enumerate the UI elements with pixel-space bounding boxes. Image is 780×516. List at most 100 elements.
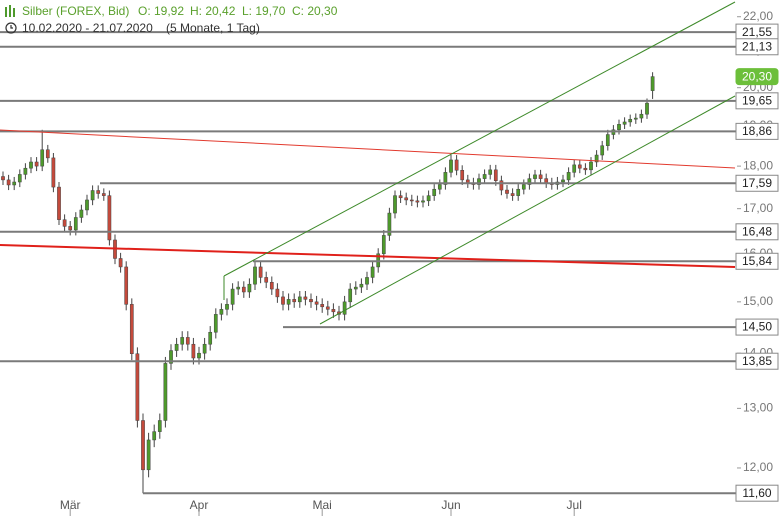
candle-body: [219, 309, 224, 315]
candle-body: [415, 200, 420, 203]
icon: [5, 7, 7, 17]
candle-body: [236, 286, 241, 290]
candle-body: [1, 176, 5, 181]
candle-body: [639, 113, 644, 119]
candle-body: [521, 184, 526, 190]
candle-body: [589, 161, 593, 171]
candle-body: [561, 179, 565, 183]
level-label: 14,50: [742, 320, 772, 334]
candle-body: [12, 181, 17, 186]
candle-body: [488, 169, 493, 175]
candle-body: [118, 258, 123, 268]
level-label-box: [735, 484, 779, 502]
candle-body: [275, 288, 280, 298]
candle-body: [258, 266, 263, 278]
level-label-box: [735, 38, 779, 56]
trend-line: [0, 244, 736, 268]
level-label-box: [735, 92, 779, 110]
ohlc: H: 20,42: [190, 4, 236, 18]
candle-body: [583, 167, 588, 171]
candle-body: [314, 301, 319, 305]
candle-body: [45, 149, 50, 159]
candle-body: [23, 167, 28, 175]
level-label-box: [735, 174, 779, 192]
candle-body: [6, 179, 11, 186]
ohlc: C: 20,30: [292, 4, 338, 18]
candle-body: [348, 288, 353, 303]
candle-body: [404, 197, 409, 201]
candle-body: [605, 134, 610, 146]
candle-body: [633, 117, 638, 120]
candle-body: [185, 337, 190, 345]
level-label: 20,30: [742, 69, 772, 83]
candle-body: [516, 188, 521, 196]
candle-body: [213, 314, 218, 333]
candle-body: [247, 283, 252, 293]
candle-body: [421, 200, 425, 203]
candle-body: [34, 161, 39, 167]
channel-line: [223, 1, 736, 277]
candle-body: [297, 296, 302, 303]
candle-body: [493, 169, 498, 181]
candle-body: [454, 159, 459, 171]
header: Silber (FOREX, Bid) O: 19,92 H: 20,42 L:…: [5, 4, 338, 35]
period: (5 Monate, 1 Tag): [166, 21, 260, 35]
candle-body: [57, 186, 61, 220]
channel-line: [319, 95, 736, 325]
candle-body: [370, 266, 375, 278]
candle-body: [342, 301, 347, 315]
trend-line: [0, 129, 736, 169]
candle-body: [538, 174, 543, 179]
candle-body: [303, 296, 308, 300]
candle-body: [62, 219, 67, 227]
candle-body: [17, 174, 22, 183]
candle-body: [146, 439, 151, 471]
y-tick-label: 22,00: [743, 9, 773, 23]
level-label: 21,13: [742, 39, 772, 53]
candle-body: [90, 190, 95, 201]
candle-body: [135, 353, 140, 421]
candle-body: [51, 157, 56, 188]
candle-body: [107, 195, 112, 241]
y-tick-label: 15,00: [743, 294, 773, 308]
candle-body: [622, 121, 627, 125]
candle-body: [169, 350, 173, 364]
level-label: 21,55: [742, 25, 772, 39]
candle-body: [650, 76, 655, 91]
candle-body: [510, 193, 515, 196]
candle-body: [40, 149, 45, 167]
candle-body: [617, 124, 621, 131]
candle-body: [141, 420, 145, 471]
candle-body: [437, 184, 442, 190]
candle-body: [432, 188, 437, 196]
candle-body: [124, 266, 129, 305]
level-label: 19,65: [742, 93, 772, 107]
candle-body: [264, 277, 269, 283]
candle-body: [387, 212, 392, 236]
y-tick-label: 12,00: [743, 460, 773, 474]
candle-body: [163, 363, 168, 421]
candle-body: [85, 199, 89, 211]
candle-body: [96, 190, 101, 194]
y-tick-label: 17,00: [743, 201, 773, 215]
candle-body: [320, 304, 325, 308]
level-label: 18,86: [742, 124, 772, 138]
candle-body: [398, 195, 403, 199]
candle-body: [180, 337, 185, 345]
candle-body: [533, 174, 537, 179]
candle-body: [230, 288, 235, 305]
candle-body: [29, 161, 33, 169]
candle-body: [566, 172, 571, 181]
level-label-box: [735, 318, 779, 336]
instrument: Silber (FOREX, Bid): [22, 4, 129, 18]
candle-body: [443, 172, 448, 185]
trend-lines: [0, 1, 736, 325]
candle-body: [544, 178, 549, 184]
ohlc: O: 19,92: [138, 4, 184, 18]
icon: [10, 25, 13, 29]
candle-body: [174, 343, 179, 351]
x-tick-label: Jun: [441, 498, 460, 512]
y-tick-label: 13,00: [743, 401, 773, 415]
candle-body: [253, 266, 257, 285]
